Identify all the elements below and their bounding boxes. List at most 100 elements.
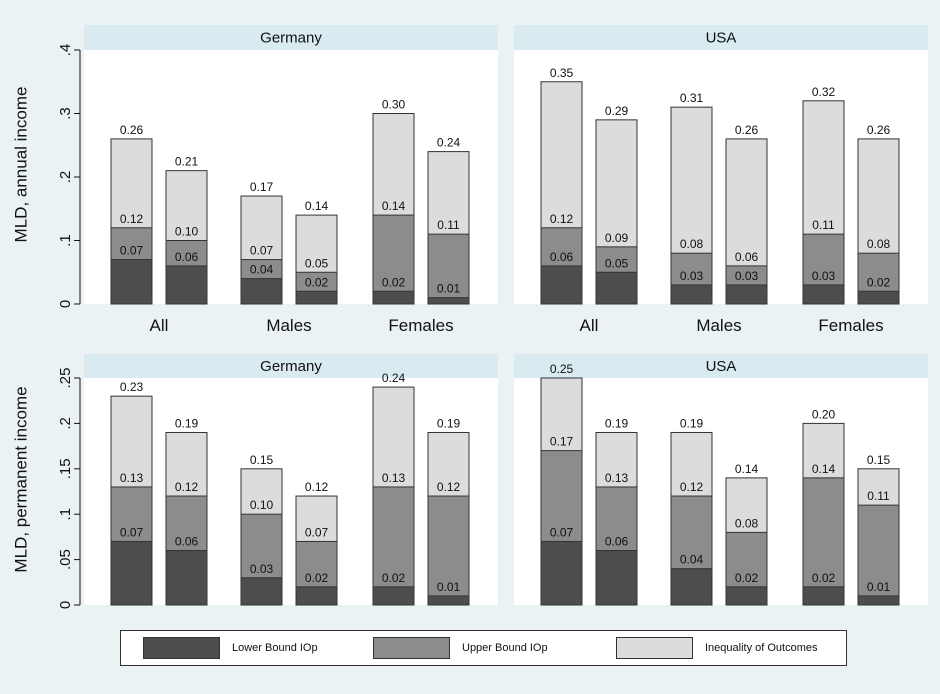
data-label-lower-bound: 0.02	[382, 571, 406, 585]
data-label-lower-bound: 0.02	[812, 571, 836, 585]
group-label: Males	[266, 316, 311, 335]
bar-lower-bound	[725, 586, 768, 606]
y-tick-label: .4	[57, 44, 74, 57]
data-label-outcomes: 0.21	[175, 155, 199, 169]
data-label-lower-bound: 0.02	[867, 275, 891, 289]
data-label-upper-bound: 0.08	[735, 516, 759, 530]
group-label: Females	[818, 316, 883, 335]
data-label-outcomes: 0.12	[305, 480, 329, 494]
panel-strip	[514, 354, 928, 378]
data-label-outcomes: 0.26	[735, 123, 759, 137]
bar-lower-bound	[372, 586, 415, 606]
data-label-upper-bound: 0.12	[437, 480, 461, 494]
group-label: All	[150, 316, 169, 335]
bar-lower-bound	[670, 568, 713, 606]
bar-lower-bound	[540, 265, 583, 305]
data-label-outcomes: 0.25	[550, 362, 574, 376]
bar-upper-bound	[802, 477, 845, 606]
data-label-lower-bound: 0.05	[605, 256, 629, 270]
data-label-upper-bound: 0.13	[120, 471, 144, 485]
data-label-outcomes: 0.15	[867, 453, 891, 467]
panel-strip	[84, 354, 498, 378]
bar-upper-bound	[427, 233, 470, 305]
panel-strip	[84, 25, 498, 50]
data-label-outcomes: 0.32	[812, 85, 836, 99]
data-label-outcomes: 0.31	[680, 91, 704, 105]
bar-lower-bound	[110, 540, 153, 606]
data-label-lower-bound: 0.01	[437, 282, 461, 296]
data-label-lower-bound: 0.06	[550, 250, 574, 264]
data-label-outcomes: 0.19	[175, 416, 199, 430]
data-label-lower-bound: 0.07	[120, 244, 144, 258]
group-label: All	[580, 316, 599, 335]
data-label-upper-bound: 0.12	[120, 212, 144, 226]
data-label-lower-bound: 0.07	[120, 525, 144, 539]
data-label-lower-bound: 0.03	[735, 269, 759, 283]
legend-item-inequality-outcomes: Inequality of Outcomes	[616, 631, 818, 665]
data-label-outcomes: 0.30	[382, 98, 406, 112]
group-label: Females	[388, 316, 453, 335]
data-label-lower-bound: 0.04	[250, 263, 274, 277]
data-label-lower-bound: 0.01	[437, 580, 461, 594]
data-label-outcomes: 0.15	[250, 453, 274, 467]
data-label-upper-bound: 0.05	[305, 256, 329, 270]
legend-label-lower-bound: Lower Bound IOp	[232, 642, 318, 654]
group-label: Males	[696, 316, 741, 335]
bar-lower-bound	[110, 259, 153, 305]
data-label-upper-bound: 0.13	[382, 471, 406, 485]
y-tick-label: .1	[57, 508, 74, 521]
bar-lower-bound	[427, 297, 470, 305]
y-tick-label: .1	[57, 234, 74, 247]
data-label-upper-bound: 0.14	[812, 462, 836, 476]
data-label-outcomes: 0.14	[735, 462, 759, 476]
legend: Lower Bound IOp Upper Bound IOp Inequali…	[120, 630, 847, 666]
bar-lower-bound	[165, 265, 208, 305]
bar-lower-bound	[802, 284, 845, 305]
legend-item-lower-bound: Lower Bound IOp	[143, 631, 318, 665]
y-tick-label: .05	[57, 549, 74, 570]
data-label-outcomes: 0.35	[550, 66, 574, 80]
data-label-lower-bound: 0.02	[305, 275, 329, 289]
bar-upper-bound	[372, 214, 415, 305]
bar-lower-bound	[595, 550, 638, 606]
bar-lower-bound	[802, 586, 845, 606]
data-label-lower-bound: 0.02	[305, 571, 329, 585]
data-label-upper-bound: 0.17	[550, 435, 574, 449]
bar-lower-bound	[540, 540, 583, 606]
legend-label-upper-bound: Upper Bound IOp	[462, 642, 548, 654]
panel-title: Germany	[260, 29, 322, 46]
data-label-outcomes: 0.23	[120, 380, 144, 394]
data-label-upper-bound: 0.12	[680, 480, 704, 494]
data-label-upper-bound: 0.07	[305, 525, 329, 539]
data-label-outcomes: 0.20	[812, 407, 836, 421]
data-label-upper-bound: 0.07	[250, 244, 274, 258]
panel-title: USA	[706, 358, 737, 375]
data-label-lower-bound: 0.06	[175, 250, 199, 264]
data-label-lower-bound: 0.06	[605, 535, 629, 549]
y-tick-label: .2	[57, 171, 74, 184]
data-label-upper-bound: 0.13	[605, 471, 629, 485]
data-label-outcomes: 0.26	[120, 123, 144, 137]
y-tick-label: .3	[57, 107, 74, 120]
data-label-outcomes: 0.19	[680, 416, 704, 430]
data-label-outcomes: 0.17	[250, 180, 274, 194]
bar-lower-bound	[165, 550, 208, 606]
y-tick-label: 0	[57, 300, 74, 308]
legend-item-upper-bound: Upper Bound IOp	[373, 631, 548, 665]
bar-upper-bound	[372, 486, 415, 606]
data-label-outcomes: 0.24	[382, 371, 406, 385]
data-label-upper-bound: 0.11	[867, 489, 890, 503]
bar-lower-bound	[595, 271, 638, 305]
data-label-outcomes: 0.14	[305, 199, 329, 213]
data-label-outcomes: 0.19	[437, 416, 461, 430]
data-label-upper-bound: 0.11	[437, 218, 460, 232]
legend-label-inequality-outcomes: Inequality of Outcomes	[705, 642, 818, 654]
bar-lower-bound	[857, 290, 900, 305]
data-label-outcomes: 0.29	[605, 104, 629, 118]
bar-upper-bound	[427, 495, 470, 606]
data-label-upper-bound: 0.12	[175, 480, 199, 494]
y-axis-title: MLD, annual income	[11, 87, 30, 243]
bar-lower-bound	[295, 586, 338, 606]
bar-lower-bound	[240, 278, 283, 305]
